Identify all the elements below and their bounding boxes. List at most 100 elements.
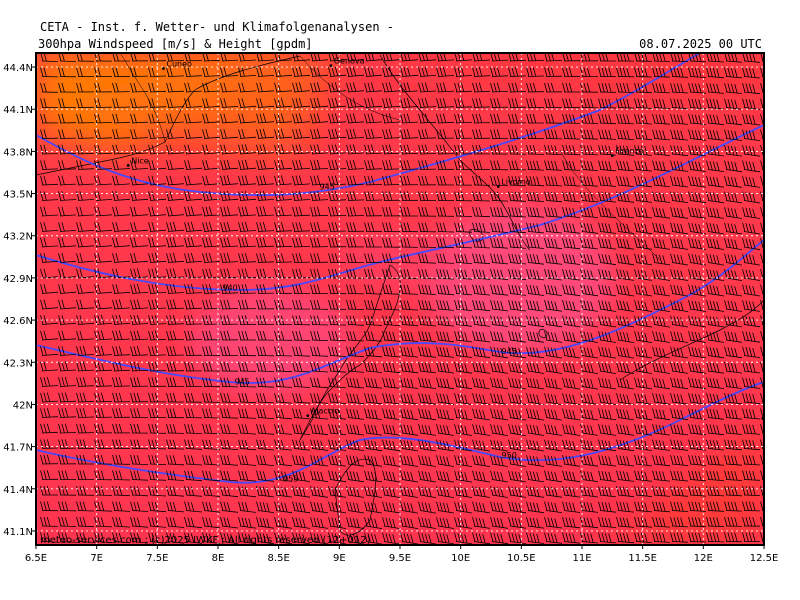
wind-barb <box>454 330 473 343</box>
wind-barb <box>598 237 617 250</box>
wind-barb <box>670 361 689 374</box>
wind-barb <box>382 377 401 389</box>
wind-barb <box>400 361 419 374</box>
wind-barb <box>472 408 491 421</box>
wind-barb <box>724 300 743 312</box>
wind-barb <box>436 66 455 77</box>
wind-barb <box>112 392 131 403</box>
wind-barb <box>292 408 311 420</box>
wind-barb <box>328 408 347 420</box>
wind-barb <box>274 144 293 155</box>
wind-barb <box>544 346 563 359</box>
wind-barb <box>688 470 707 482</box>
wind-barb <box>112 361 131 372</box>
wind-barb <box>490 299 509 312</box>
wind-barb <box>76 330 95 341</box>
wind-barb <box>598 315 617 328</box>
wind-barb <box>490 66 509 77</box>
city-marker <box>329 64 333 68</box>
wind-barb <box>616 532 635 544</box>
wind-barb <box>779 517 797 526</box>
wind-barb <box>562 237 581 250</box>
wind-barb <box>634 237 653 250</box>
wind-barb <box>382 423 401 436</box>
wind-barb <box>112 408 131 418</box>
wind-barb <box>202 113 221 124</box>
wind-barb <box>598 284 617 297</box>
wind-barb <box>292 439 311 451</box>
wind-barb <box>310 268 329 279</box>
wind-barb <box>238 439 257 451</box>
wind-barb <box>760 423 764 434</box>
wind-barb <box>598 175 617 187</box>
wind-barb <box>400 392 419 405</box>
wind-barb <box>112 299 131 310</box>
wind-barb <box>418 299 437 311</box>
wind-barb <box>292 454 311 467</box>
wind-barb <box>670 408 689 420</box>
wind-barb <box>544 485 563 498</box>
wind-barb <box>256 361 275 372</box>
wind-barb <box>508 330 527 343</box>
wind-barb <box>346 66 365 77</box>
wind-barb <box>544 299 563 312</box>
wind-barb <box>112 470 131 481</box>
wind-barb <box>454 175 473 186</box>
wind-barb <box>166 330 185 341</box>
wind-barb <box>292 97 311 108</box>
wind-barb <box>292 82 311 93</box>
wind-barb <box>184 392 203 403</box>
wind-barb <box>652 53 671 62</box>
wind-barb <box>400 501 419 514</box>
wind-barb <box>779 223 797 234</box>
wind-barb <box>706 485 725 497</box>
wind-barb <box>400 455 419 467</box>
wind-barb <box>634 362 653 374</box>
wind-barb <box>688 439 707 451</box>
wind-barb <box>274 408 293 420</box>
wind-barb <box>706 300 725 312</box>
wind-barb <box>184 67 203 77</box>
wind-barb <box>508 98 527 108</box>
wind-barb <box>202 82 221 93</box>
wind-barb <box>166 206 185 217</box>
wind-barb <box>526 253 545 265</box>
wind-barb <box>418 129 437 139</box>
wind-barb <box>436 532 455 545</box>
wind-barb <box>562 53 581 62</box>
wind-barb <box>220 237 239 248</box>
wind-barb <box>634 331 653 343</box>
wind-barb <box>148 423 167 434</box>
wind-barb <box>220 67 239 77</box>
wind-barb <box>652 129 671 141</box>
wind-barb <box>418 517 437 529</box>
wind-barb <box>328 128 347 139</box>
wind-barb <box>130 532 149 544</box>
wind-barb <box>508 315 527 327</box>
wind-barb <box>400 144 419 155</box>
wind-barb <box>184 113 203 124</box>
wind-barb <box>274 97 293 108</box>
wind-barb <box>490 408 509 421</box>
wind-barb <box>760 439 764 450</box>
wind-barb <box>760 330 764 341</box>
wind-barb <box>130 485 149 497</box>
wind-barb <box>760 113 764 124</box>
wind-barb <box>472 82 491 93</box>
wind-barb <box>652 439 671 451</box>
wind-barb <box>184 516 203 529</box>
wind-barb <box>40 330 59 341</box>
wind-barb <box>94 377 113 387</box>
wind-barb <box>256 206 275 217</box>
wind-barb <box>292 361 311 373</box>
wind-barb <box>112 82 131 93</box>
wind-barb <box>706 346 725 359</box>
wind-barb <box>346 222 365 232</box>
wind-barb <box>670 113 689 125</box>
wind-barb <box>130 501 149 512</box>
wind-barb <box>364 470 383 483</box>
wind-barb <box>328 485 347 498</box>
wind-barb <box>166 129 185 139</box>
wind-barb <box>274 159 293 170</box>
wind-barb <box>364 454 383 467</box>
